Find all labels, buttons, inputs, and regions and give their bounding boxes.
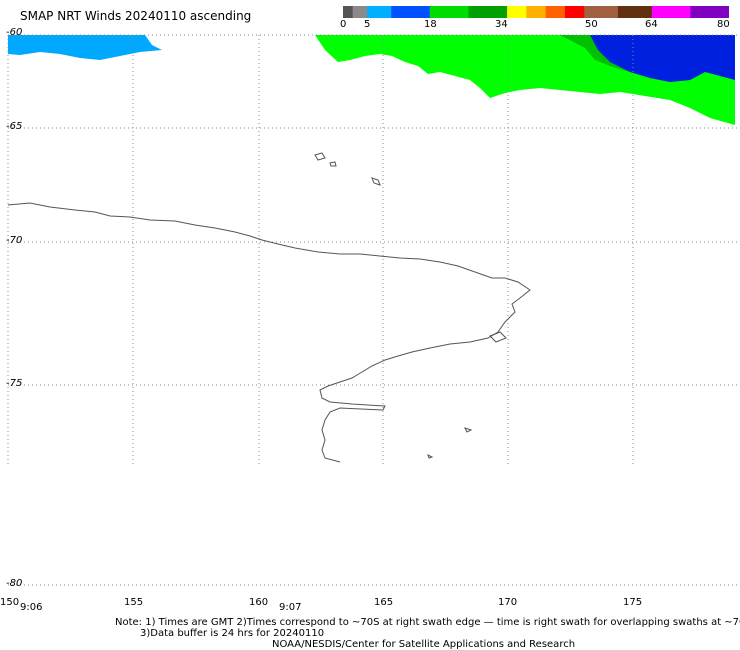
graticule bbox=[7, 34, 740, 586]
colorbar-segment-8 bbox=[545, 6, 566, 18]
colorbar-label-80: 80 bbox=[717, 19, 730, 30]
colorbar-segment-2 bbox=[367, 6, 392, 18]
lat-label-80: -80 bbox=[6, 578, 23, 589]
note-line-1: Note: 1) Times are GMT 2)Times correspon… bbox=[115, 617, 740, 628]
colorbar-label-64: 64 bbox=[645, 19, 658, 30]
lon-label-160: 160 bbox=[249, 597, 269, 608]
colorbar-segment-10 bbox=[584, 6, 619, 18]
coastline bbox=[7, 152, 531, 463]
lat-label-65: -65 bbox=[6, 121, 23, 132]
note-line-2: 3)Data buffer is 24 hrs for 20240110 bbox=[140, 628, 325, 639]
colorbar-label-34: 34 bbox=[495, 19, 508, 30]
lat-label-75: -75 bbox=[6, 378, 23, 389]
lat-label-60: -60 bbox=[6, 27, 23, 38]
colorbar-segment-4 bbox=[429, 6, 469, 18]
colorbar-segment-9 bbox=[564, 6, 585, 18]
colorbar-segment-7 bbox=[526, 6, 547, 18]
colorbar-label-0: 0 bbox=[340, 19, 347, 30]
colorbar-label-5: 5 bbox=[364, 19, 371, 30]
colorbar-label-18: 18 bbox=[424, 19, 437, 30]
colorbar-label-50: 50 bbox=[585, 19, 598, 30]
colorbar-segment-12 bbox=[651, 6, 691, 18]
wind-swath-light-blue bbox=[8, 35, 162, 60]
lon-label-155: 155 bbox=[124, 597, 144, 608]
lon-label-170: 170 bbox=[498, 597, 518, 608]
colorbar-segment-11 bbox=[618, 6, 653, 18]
colorbar-segment-0 bbox=[343, 6, 354, 18]
swath-time-2: 9:07 bbox=[279, 602, 302, 613]
lon-label-175: 175 bbox=[623, 597, 643, 608]
note-line-3: NOAA/NESDIS/Center for Satellite Applica… bbox=[272, 639, 576, 650]
colorbar-segment-6 bbox=[507, 6, 527, 18]
lat-label-70: -70 bbox=[6, 235, 23, 246]
map-title: SMAP NRT Winds 20240110 ascending bbox=[20, 9, 252, 23]
wind-speed-colorbar bbox=[343, 6, 729, 18]
colorbar-segment-1 bbox=[352, 6, 368, 18]
colorbar-segment-5 bbox=[468, 6, 508, 18]
colorbar-segment-3 bbox=[391, 6, 431, 18]
lon-label-150: 150 bbox=[0, 597, 20, 608]
swath-time-1: 9:06 bbox=[20, 602, 43, 613]
lon-label-165: 165 bbox=[374, 597, 394, 608]
wind-swath-blue bbox=[590, 35, 735, 82]
colorbar-segment-13 bbox=[690, 6, 729, 18]
